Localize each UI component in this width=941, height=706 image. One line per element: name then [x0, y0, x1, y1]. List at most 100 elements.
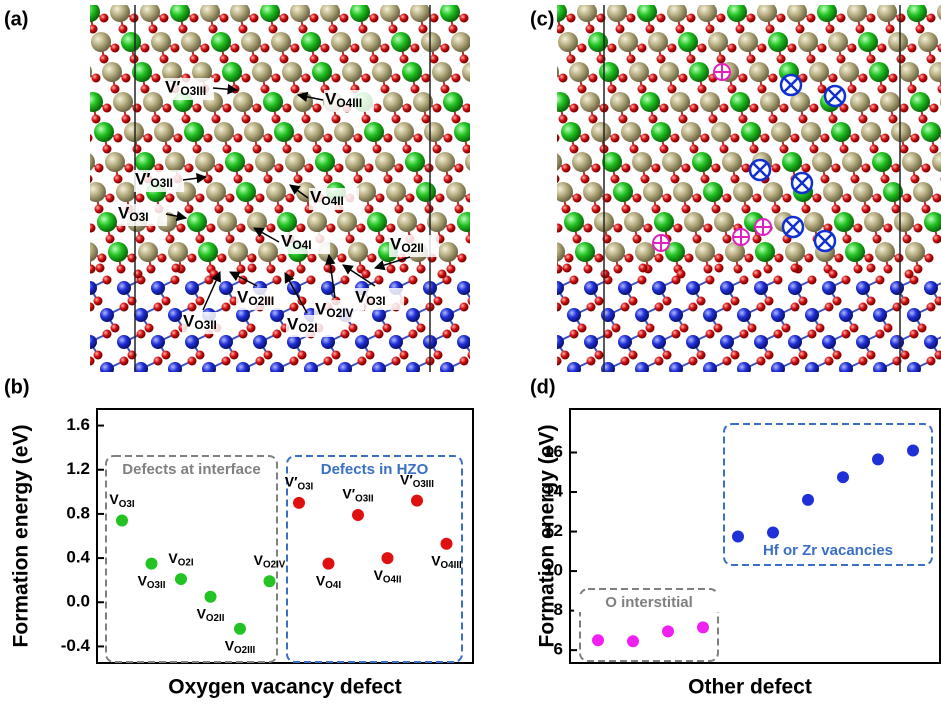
atom: [843, 194, 852, 203]
bond: [56, 288, 64, 301]
atom: [414, 134, 423, 143]
atom: [698, 85, 707, 94]
atom: [660, 104, 669, 113]
atom: [740, 330, 749, 339]
atom: [632, 152, 652, 172]
atom: [755, 242, 775, 262]
atom: [527, 297, 536, 306]
atom: [747, 14, 756, 23]
atom: [349, 378, 358, 387]
atom: [77, 324, 86, 333]
atom: [281, 378, 290, 387]
atom: [297, 224, 306, 233]
atom: [141, 85, 150, 94]
atom: [406, 362, 420, 376]
atom: [829, 74, 838, 83]
data-point: [662, 625, 674, 637]
bond: [481, 369, 489, 382]
atom: [266, 182, 286, 202]
atom: [474, 175, 483, 184]
point-label: VO3II: [138, 572, 166, 590]
atom: [134, 308, 148, 322]
atom: [130, 14, 139, 23]
atom: [695, 242, 715, 262]
atom: [358, 357, 367, 366]
atom: [119, 25, 128, 34]
atom: [108, 242, 128, 262]
atom: [708, 32, 728, 52]
bond: [549, 72, 552, 89]
atom: [137, 330, 146, 339]
atom: [324, 175, 333, 184]
atom: [433, 104, 442, 113]
atom: [430, 55, 439, 64]
atom: [788, 44, 797, 53]
atom: [460, 303, 469, 312]
atom: [783, 194, 792, 203]
atom: [381, 44, 390, 53]
atom: [124, 122, 144, 142]
atom: [839, 362, 853, 376]
atom: [332, 115, 341, 124]
bond: [480, 12, 483, 29]
data-point: [146, 558, 158, 570]
atom: [69, 330, 78, 339]
atom: [859, 115, 868, 124]
atom: [485, 164, 494, 173]
atom: [220, 14, 229, 23]
bond: [73, 315, 81, 328]
atom: [567, 362, 581, 376]
atom: [60, 297, 69, 306]
atom: [145, 378, 154, 387]
atom: [376, 194, 385, 203]
atom: [655, 357, 664, 366]
data-point: [264, 575, 276, 587]
atom: [49, 281, 63, 295]
atom: [750, 145, 759, 154]
atom: [462, 62, 482, 82]
atom: [573, 235, 582, 244]
atom: [196, 351, 205, 360]
atom: [884, 378, 893, 387]
atom: [346, 235, 355, 244]
atom: [629, 351, 638, 360]
atom: [730, 92, 750, 112]
atom: [791, 303, 800, 312]
atom: [897, 14, 906, 23]
atom: [253, 335, 267, 349]
atom: [918, 324, 927, 333]
atom: [589, 74, 598, 83]
atom: [349, 324, 358, 333]
atom: [340, 14, 349, 23]
atom: [171, 44, 180, 53]
atom: [757, 2, 777, 22]
atom: [130, 55, 139, 64]
atom: [641, 134, 650, 143]
atom: [466, 235, 475, 244]
atom: [345, 152, 365, 172]
atom: [400, 351, 409, 360]
atom: [652, 205, 661, 214]
atom: [533, 308, 547, 322]
atom: [133, 104, 142, 113]
atom: [922, 205, 931, 214]
atom: [250, 14, 259, 23]
atom: [630, 104, 639, 113]
bond: [544, 222, 547, 239]
atom: [233, 92, 253, 112]
atom: [361, 32, 381, 52]
atom: [853, 182, 873, 202]
atom: [672, 330, 681, 339]
atom: [890, 281, 904, 295]
atom: [737, 362, 751, 376]
atom: [348, 242, 368, 262]
atom: [477, 276, 486, 285]
atom: [190, 55, 199, 64]
atom: [417, 224, 426, 233]
atom: [728, 44, 737, 53]
atom: [629, 297, 638, 306]
atom: [837, 14, 846, 23]
atom: [736, 25, 745, 34]
atom: [230, 2, 250, 22]
atom: [649, 115, 658, 124]
